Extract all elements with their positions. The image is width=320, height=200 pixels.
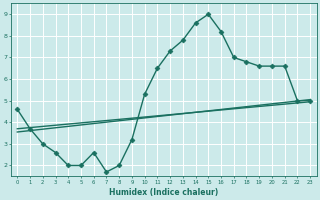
X-axis label: Humidex (Indice chaleur): Humidex (Indice chaleur) bbox=[109, 188, 218, 197]
